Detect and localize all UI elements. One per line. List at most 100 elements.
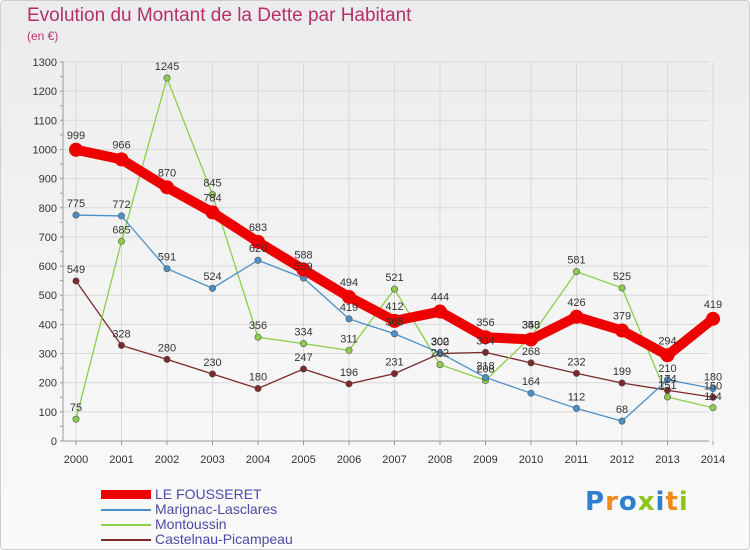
data-point	[663, 376, 671, 384]
data-label: 151	[658, 380, 676, 392]
data-point	[618, 417, 626, 425]
data-point	[569, 309, 584, 324]
data-label: 358	[522, 320, 540, 332]
data-point	[163, 265, 171, 273]
data-point	[72, 211, 80, 219]
data-point	[345, 380, 353, 388]
data-point	[296, 262, 311, 277]
data-point	[709, 393, 717, 401]
data-label: 112	[568, 391, 586, 403]
data-label: 784	[203, 192, 221, 204]
x-tick-label: 2003	[200, 454, 224, 466]
y-tick-label: 1000	[33, 144, 57, 156]
chart-title: Evolution du Montant de la Dette par Hab…	[27, 5, 412, 26]
data-point	[524, 332, 538, 347]
data-label: 262	[431, 348, 449, 360]
y-tick-label: 800	[39, 203, 57, 215]
x-tick-label: 2004	[246, 454, 270, 466]
legend-swatch	[101, 508, 151, 511]
data-label: 164	[522, 376, 540, 388]
data-point	[342, 289, 356, 304]
proxiti-logo: Proxiti	[585, 487, 689, 517]
data-label: 524	[203, 271, 221, 283]
x-tick-label: 2013	[655, 454, 679, 466]
data-label: 300	[431, 337, 449, 349]
data-point	[72, 277, 80, 285]
x-tick-label: 2012	[610, 454, 634, 466]
legend-item: LE FOUSSERET	[101, 486, 361, 502]
data-label: 75	[70, 402, 82, 414]
data-label: 268	[522, 346, 540, 358]
data-label: 180	[249, 372, 267, 384]
data-label: 180	[704, 372, 722, 384]
data-point	[527, 359, 535, 367]
data-point	[254, 333, 262, 341]
data-points	[69, 74, 720, 425]
data-point	[118, 237, 126, 245]
data-point	[663, 393, 671, 401]
data-point	[251, 234, 265, 249]
data-label: 685	[112, 224, 130, 236]
axes: 0 100 200 300 400 500 600 700 800 900 1000 1100 1200…	[33, 57, 726, 466]
legend-swatch	[101, 538, 151, 541]
data-point	[572, 404, 580, 412]
data-label: 231	[385, 357, 403, 369]
data-point	[299, 365, 307, 373]
x-tick-label: 2008	[428, 454, 452, 466]
data-label: 114	[704, 391, 722, 403]
data-point	[618, 284, 626, 292]
data-point	[345, 315, 353, 323]
logo-letter: o	[618, 487, 638, 517]
data-label: 150	[704, 380, 722, 392]
y-tick-label: 900	[39, 174, 57, 186]
x-tick-label: 2005	[291, 454, 315, 466]
data-point	[481, 373, 489, 381]
data-label: 966	[112, 139, 130, 151]
data-point	[390, 285, 398, 293]
data-point	[709, 385, 717, 393]
data-point	[390, 370, 398, 378]
data-label: 356	[476, 317, 494, 329]
logo-letter: r	[605, 487, 619, 517]
data-label: 196	[340, 367, 358, 379]
data-label: 368	[385, 317, 403, 329]
data-label: 247	[294, 352, 312, 364]
logo-letter: t	[665, 487, 679, 517]
data-point	[433, 304, 447, 319]
data-point	[254, 256, 262, 264]
data-label: 419	[340, 302, 358, 314]
data-label: 581	[567, 255, 585, 267]
y-tick-label: 700	[39, 232, 57, 244]
data-label: 379	[613, 311, 631, 323]
legend-label: Montoussin	[155, 516, 227, 532]
data-point	[478, 330, 493, 345]
legend-item: Marignac-Lasclares	[101, 501, 361, 517]
data-point	[436, 361, 444, 369]
x-tick-label: 2001	[109, 454, 133, 466]
data-point	[114, 152, 129, 167]
data-label: 174	[658, 373, 676, 385]
data-label: 559	[294, 261, 312, 273]
data-point	[572, 268, 580, 276]
data-point	[706, 311, 720, 326]
data-point	[615, 323, 629, 338]
x-tick-label: 2007	[382, 454, 406, 466]
y-tick-label: 400	[39, 319, 57, 331]
data-labels: 549 328 280 230 180 247 196 231 300 304 268 232 199 1…	[67, 61, 722, 416]
data-label: 302	[431, 336, 449, 348]
data-label: 845	[203, 178, 221, 190]
data-point	[72, 415, 80, 423]
data-point	[660, 348, 675, 363]
data-label: 210	[658, 363, 676, 375]
data-point	[618, 379, 626, 387]
legend-item: Montoussin	[101, 516, 361, 532]
data-label: 588	[294, 250, 312, 262]
data-label: 521	[385, 272, 403, 284]
x-tick-label: 2000	[64, 454, 88, 466]
data-label: 419	[704, 299, 722, 311]
legend-label: Marignac-Lasclares	[155, 501, 278, 517]
legend-item: Castelnau-Picampeau	[101, 531, 361, 547]
logo-letter: i	[655, 487, 666, 517]
